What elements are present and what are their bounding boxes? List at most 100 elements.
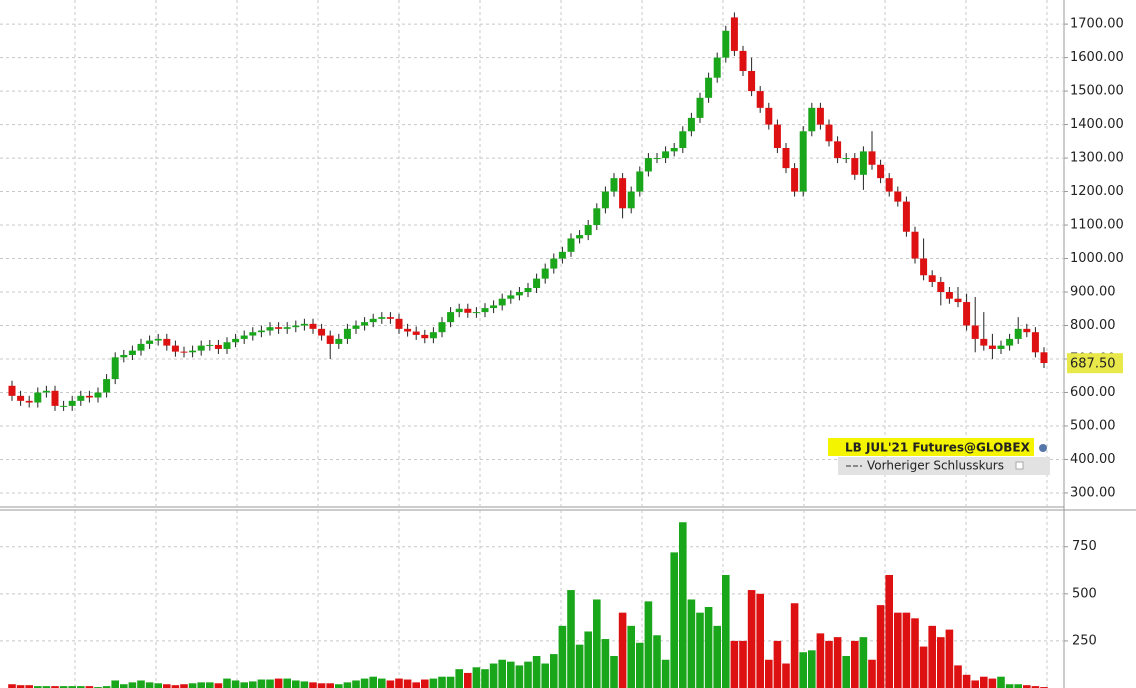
- candle-body: [60, 405, 68, 407]
- volume-bar: [1014, 684, 1022, 688]
- legend-note: Vorheriger Schlusskurs: [867, 459, 1004, 473]
- volume-bar: [962, 674, 971, 688]
- volume-bar: [937, 637, 945, 688]
- candle-body: [937, 281, 945, 293]
- candle-body: [206, 344, 214, 346]
- volume-bar: [360, 678, 369, 688]
- y-tick-label: 1400.00: [1070, 117, 1124, 132]
- candle-body: [954, 298, 962, 303]
- y-tick-label: 1700.00: [1070, 17, 1124, 32]
- volume-bar: [816, 633, 825, 688]
- volume-bar: [498, 659, 506, 688]
- volume-bar: [309, 682, 317, 688]
- volume-bar: [507, 661, 515, 688]
- volume-bar: [532, 655, 541, 688]
- volume-bar: [722, 574, 730, 688]
- volume-bar: [679, 522, 687, 688]
- y-tick-label: 250: [1072, 633, 1097, 648]
- candle-body: [103, 379, 111, 393]
- candle-body: [584, 225, 592, 236]
- candle-body: [68, 400, 76, 406]
- candle-body: [223, 342, 231, 349]
- last-price-box: [1067, 353, 1123, 374]
- candle-body: [541, 268, 549, 279]
- candle-body: [791, 168, 799, 192]
- volume-bar: [231, 680, 240, 688]
- candle-body: [421, 334, 429, 339]
- volume-bar: [833, 637, 842, 688]
- candle-body: [25, 400, 33, 403]
- candle-body: [902, 201, 910, 232]
- volume-bar: [584, 631, 592, 688]
- legend: LB JUL'21 Futures@GLOBEX Vorheriger Schl…: [828, 438, 1050, 475]
- legend-series: LB JUL'21 Futures@GLOBEX: [845, 441, 1031, 455]
- candle-body: [8, 385, 16, 396]
- y-tick-label: 300.00: [1070, 485, 1116, 500]
- volume-bar: [954, 665, 962, 688]
- volume-bar: [610, 655, 618, 688]
- volume-bar: [34, 686, 42, 688]
- volume-bar: [240, 682, 248, 688]
- volume-bar: [412, 682, 420, 688]
- candle-body: [412, 331, 420, 335]
- volume-bar: [773, 640, 782, 688]
- candle-body: [524, 287, 532, 293]
- candle-body: [859, 151, 867, 175]
- volume-bar: [756, 593, 764, 688]
- volume-bar: [851, 640, 859, 688]
- candle-body: [730, 17, 738, 51]
- candle-body: [619, 178, 627, 209]
- volume-bar: [627, 625, 635, 688]
- volume-bar: [378, 678, 386, 688]
- candle-body: [94, 392, 102, 398]
- candle-body: [713, 57, 721, 78]
- candle-body: [120, 354, 128, 358]
- volume-bar: [59, 686, 68, 688]
- volume-bar: [343, 682, 352, 688]
- legend-icon[interactable]: [1039, 444, 1047, 452]
- y-tick-label: 1200.00: [1070, 184, 1124, 199]
- candle-body: [558, 251, 566, 259]
- candle-body: [464, 308, 472, 313]
- candle-body: [163, 338, 171, 346]
- candle-body: [644, 158, 652, 172]
- volume-bar: [214, 683, 223, 688]
- candle-body: [154, 338, 162, 341]
- candle-body: [51, 390, 59, 406]
- candle-body: [343, 328, 351, 339]
- volume-bar: [300, 681, 309, 688]
- volume-bar: [1031, 686, 1040, 688]
- candle-body: [361, 322, 369, 326]
- volume-bar: [653, 635, 661, 688]
- candle-body: [911, 231, 919, 259]
- marks: [8, 12, 1048, 688]
- volume-bar: [25, 685, 33, 688]
- candle-body: [601, 191, 609, 209]
- volume-bar: [102, 686, 111, 688]
- volume-bar: [455, 669, 463, 688]
- volume-bar: [395, 678, 403, 688]
- volume-bar: [180, 684, 188, 688]
- candle-body: [636, 171, 644, 192]
- legend-checkbox[interactable]: [1015, 461, 1024, 470]
- volume-bar: [489, 663, 498, 688]
- candle-body: [842, 158, 850, 160]
- candle-body: [197, 345, 205, 351]
- volume-bar: [696, 612, 704, 688]
- y-tick-label: 400.00: [1070, 452, 1116, 467]
- volume-bar: [171, 685, 180, 688]
- candle-body: [662, 151, 670, 159]
- candle-body: [352, 325, 360, 329]
- candle-body: [42, 390, 50, 393]
- volume-bar: [593, 599, 601, 688]
- volume-bar: [868, 659, 876, 688]
- volume-bar: [739, 640, 747, 688]
- candle-body: [679, 131, 687, 149]
- volume-bar: [790, 603, 799, 688]
- candle-body: [335, 338, 343, 344]
- volume-bar: [421, 679, 429, 688]
- volume-bar: [438, 676, 446, 688]
- volume-bar: [859, 637, 868, 688]
- legend-highlight: [828, 438, 1034, 456]
- candle-body: [447, 312, 455, 323]
